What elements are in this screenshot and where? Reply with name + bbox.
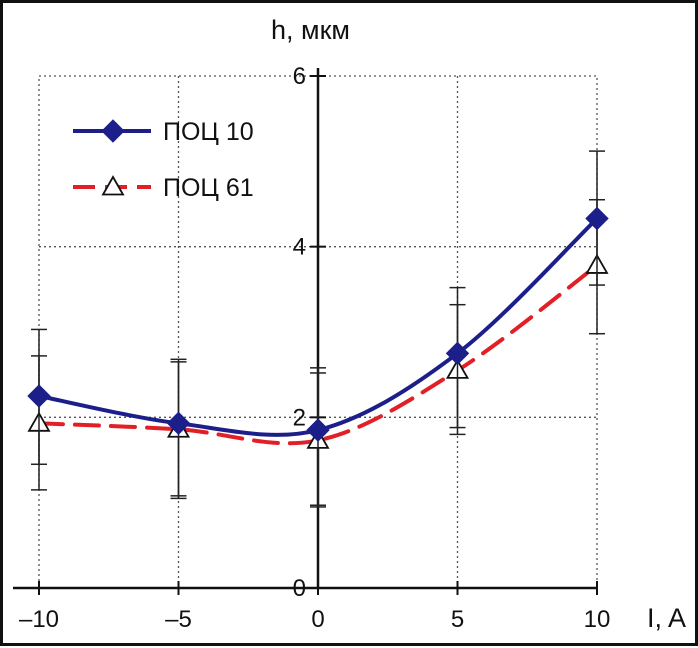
y-tick-label: 4 <box>293 234 306 261</box>
data-point <box>445 341 470 366</box>
plot-area <box>27 150 609 508</box>
y-tick-label: 6 <box>293 63 306 90</box>
data-point <box>27 384 51 408</box>
legend-item-2: ПОЦ 61 <box>73 174 254 202</box>
legend-marker <box>101 175 125 196</box>
data-point <box>585 206 609 231</box>
x-axis-label: I, A <box>647 603 686 633</box>
data-point <box>166 411 191 436</box>
series-1 <box>27 150 609 506</box>
y-axis-label: h, мкм <box>271 15 350 45</box>
axes: –10 –5 0 5 10 0 2 4 6 <box>13 63 610 633</box>
legend-label: ПОЦ 10 <box>163 118 254 146</box>
legend-marker <box>101 119 125 143</box>
y-tick-label: 2 <box>293 404 306 431</box>
legend-label: ПОЦ 61 <box>163 174 254 202</box>
y-tick-label: 0 <box>293 575 306 602</box>
legend: ПОЦ 10 ПОЦ 61 <box>73 118 254 202</box>
line-chart: –10 –5 0 5 10 0 2 4 6 ПОЦ 10 ПОЦ 61 h, мкм I, A <box>13 15 686 633</box>
data-point <box>306 418 330 442</box>
legend-item-1: ПОЦ 10 <box>73 118 254 146</box>
x-tick-label: 0 <box>311 606 324 633</box>
x-tick-label: 10 <box>584 606 611 633</box>
series-line <box>37 263 599 446</box>
x-tick-label: –5 <box>165 606 192 633</box>
x-tick-label: –10 <box>19 606 59 633</box>
x-tick-label: 5 <box>451 606 464 633</box>
